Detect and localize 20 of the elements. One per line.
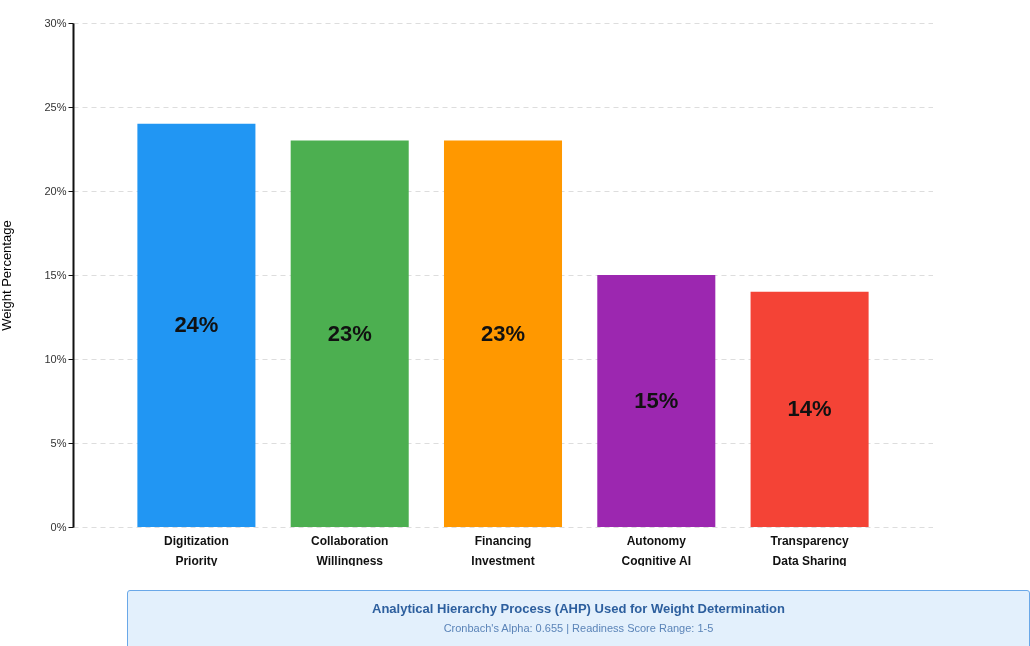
data-label: 24% bbox=[174, 312, 219, 338]
y-tick-label: 0% bbox=[50, 520, 67, 533]
data-label: 23% bbox=[480, 320, 526, 346]
y-tick-label: 10% bbox=[44, 352, 67, 365]
bar bbox=[137, 123, 256, 527]
bar bbox=[750, 291, 869, 527]
x-tick-label: Financing Investment bbox=[471, 533, 535, 568]
y-axis-title: Weight Percentage bbox=[0, 220, 15, 331]
bar bbox=[443, 140, 563, 527]
y-tick-label: 25% bbox=[44, 100, 67, 113]
data-label: 15% bbox=[634, 388, 679, 413]
y-tick-label: 20% bbox=[44, 184, 67, 197]
note-panel: Analytical Hierarchy Process (AHP) Used for Weight Determination Cronbach's Alpha: 0.655 | Readiness Score Range: 1-5 bbox=[127, 590, 1030, 646]
bar bbox=[597, 275, 716, 527]
y-tick-label: 30% bbox=[44, 16, 67, 29]
y-tick-label: 15% bbox=[44, 268, 67, 281]
data-label: 14% bbox=[787, 396, 832, 422]
y-tick-label: 5% bbox=[50, 436, 67, 449]
bar bbox=[290, 140, 409, 527]
data-label: 23% bbox=[327, 320, 372, 346]
